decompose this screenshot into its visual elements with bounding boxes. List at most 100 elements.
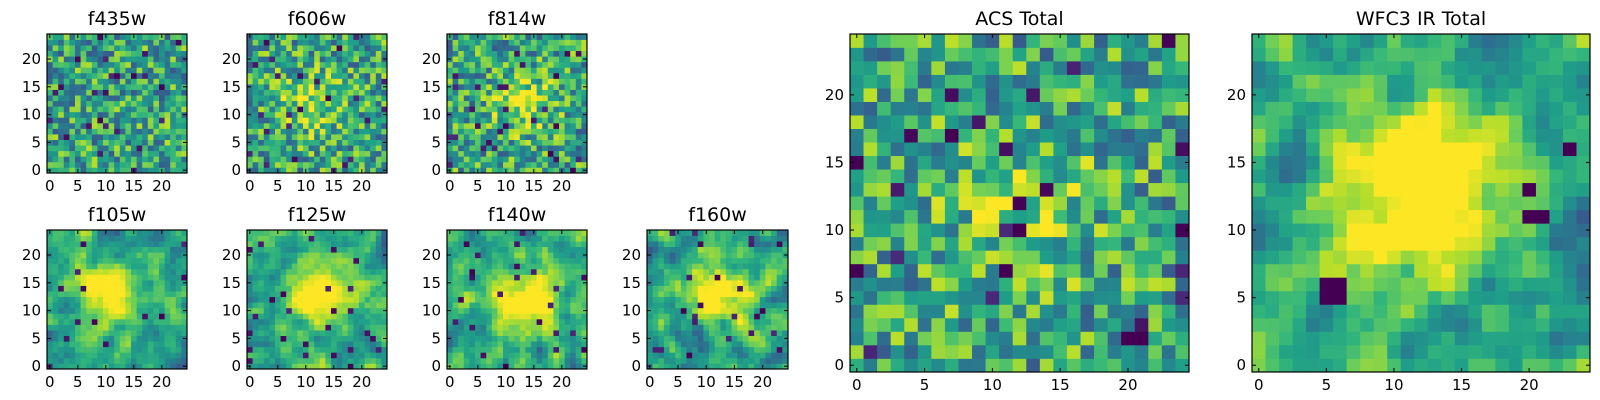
heatmap-cell [125,39,132,46]
heatmap-cell [353,318,360,325]
heatmap-cell [559,346,565,353]
heatmap-cell [692,241,699,248]
heatmap-cell [80,330,87,336]
heatmap-cell [475,280,481,286]
heatmap-cell [469,150,476,157]
heatmap-cell [658,252,665,259]
heatmap-cell [475,67,481,74]
heatmap-cell [559,252,565,259]
heatmap-cell [47,330,53,336]
heatmap-cell [375,252,382,259]
heatmap-cell [314,145,321,152]
heatmap-cell [58,106,65,113]
heatmap-cell [58,291,65,298]
heatmap-cell [1121,223,1136,238]
heatmap-cell [742,291,749,298]
heatmap-cell [175,72,182,79]
heatmap-cell [547,241,554,248]
heatmap-cell [491,268,498,275]
heatmap-cell [342,100,349,107]
heatmap-cell [850,223,864,238]
heatmap-cell [364,274,371,281]
heatmap-cell [58,324,65,331]
heatmap-cell [575,95,582,102]
heatmap-cell [1039,223,1054,238]
heatmap-cell [985,196,1000,211]
heatmap-cell [737,274,744,281]
heatmap-cell [931,290,946,305]
heatmap-cell [754,268,761,275]
heatmap-cell [375,291,382,298]
heatmap-cell [52,324,59,331]
heatmap-cell [252,313,259,320]
heatmap-cell [103,291,109,298]
heatmap-cell [91,167,98,174]
heatmap-cell [80,291,87,298]
heatmap-cell [669,252,676,259]
heatmap-cell [508,84,515,90]
heatmap-cell [91,134,98,140]
heatmap-cell [553,78,560,85]
heatmap-cell [119,263,126,270]
heatmap-cell [720,241,727,248]
heatmap-cell [319,313,326,320]
heatmap-cell [342,252,349,259]
heatmap-cell [97,346,104,353]
heatmap-cell [331,150,337,157]
heatmap-cell [263,307,270,314]
heatmap-cell [269,128,276,135]
heatmap-cell [536,268,543,275]
heatmap-cell [136,106,143,113]
heatmap-cell [559,72,565,79]
heatmap-cell [103,252,109,259]
heatmap-cell [491,78,498,85]
heatmap-cell [170,156,177,163]
heatmap-cell [776,257,783,264]
heatmap-cell [347,307,354,314]
heatmap-cell [999,344,1014,359]
heatmap-cell [486,313,493,320]
heatmap-cell [303,78,309,85]
heatmap-cell [480,150,487,157]
heatmap-cell [136,56,143,63]
heatmap-cell [108,45,115,52]
heatmap-cell [452,346,459,353]
heatmap-cell [97,167,104,174]
heatmap-cell [164,61,171,68]
heatmap-cell [47,291,53,298]
heatmap-cell [547,285,554,292]
heatmap-cell [153,341,160,348]
heatmap-cell [381,61,388,68]
heatmap-cell [52,95,59,102]
heatmap-cell [63,296,70,303]
heatmap-cell [97,296,104,303]
heatmap-cell [247,145,253,152]
heatmap-cell [759,330,766,336]
heatmap-cell [181,117,188,124]
heatmap-cell [258,156,265,163]
heatmap-cell [142,161,149,168]
heatmap-cell [280,167,287,174]
heatmap-cell [458,335,465,342]
heatmap-cell [1026,263,1041,278]
heatmap-cell [142,84,149,90]
heatmap-cell [142,318,149,325]
heatmap-cell [275,39,281,46]
heatmap-cell [353,274,360,281]
heatmap-cell [159,106,165,113]
heatmap-cell [147,363,154,370]
heatmap-cell [336,230,343,236]
heatmap-cell [308,341,315,348]
heatmap-cell [331,128,337,135]
heatmap-cell [669,330,676,336]
heatmap-cell [114,150,121,157]
heatmap-cell [508,150,515,157]
heatmap-cell [342,150,349,157]
heatmap-cell [319,296,326,303]
heatmap-cell [547,122,554,129]
heatmap-cell [325,341,332,348]
heatmap-cell [114,139,121,146]
heatmap-cell [542,39,549,46]
heatmap-cell [336,241,343,248]
heatmap-cell [75,313,81,320]
